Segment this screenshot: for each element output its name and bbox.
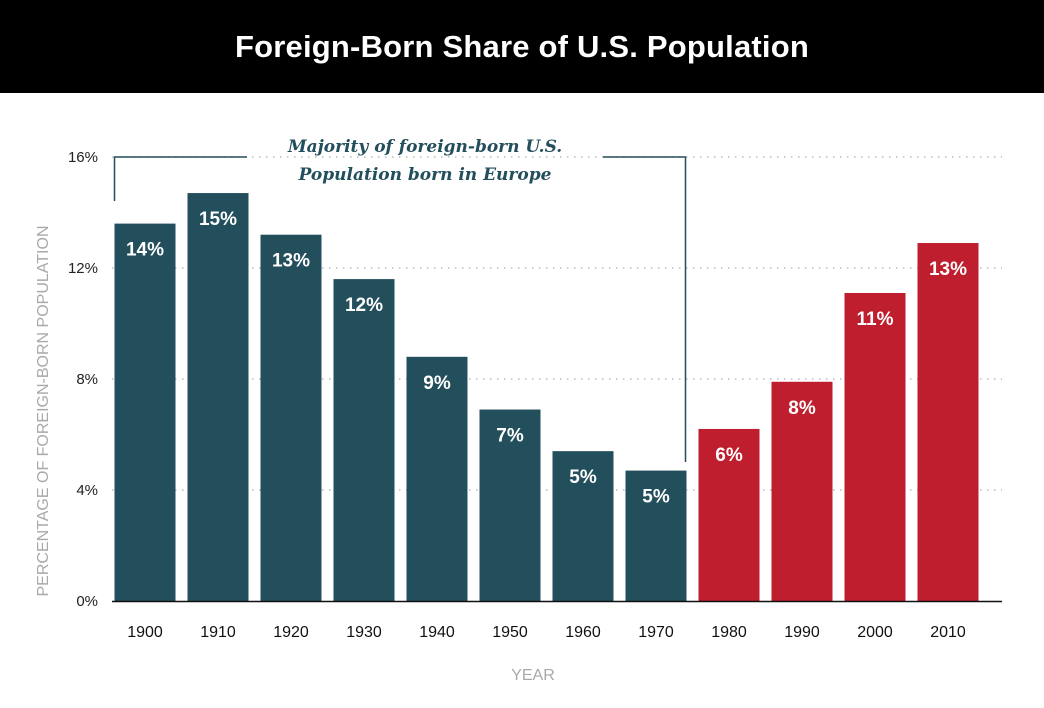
chart-title-banner: Foreign-Born Share of U.S. Population [0, 0, 1044, 93]
bar-1970 [625, 470, 687, 601]
annotation-text: Population born in Europe [298, 165, 552, 185]
chart-title: Foreign-Born Share of U.S. Population [234, 28, 809, 64]
x-tick-label: 1940 [419, 624, 455, 641]
bar-value-label: 6% [715, 445, 743, 466]
x-tick-label: 1920 [273, 624, 309, 641]
bar-1930 [333, 279, 395, 601]
bar-value-label: 13% [929, 259, 967, 280]
bar-value-label: 13% [272, 251, 310, 272]
bar-1910 [187, 193, 249, 601]
y-tick-label: 0% [76, 593, 98, 610]
annotation-bracket-left [113, 156, 247, 201]
bar-value-label: 12% [345, 295, 383, 316]
y-tick-label: 8% [76, 371, 98, 388]
x-tick-label: 1910 [200, 624, 236, 641]
bar-value-label: 5% [569, 467, 597, 488]
x-tick-label: 2010 [930, 624, 966, 641]
bar-1900 [114, 223, 176, 601]
bar-value-label: 9% [423, 373, 451, 394]
bar-2010 [917, 243, 979, 601]
y-tick-label: 12% [68, 260, 98, 277]
bar-2000 [844, 292, 906, 601]
bar-1950 [479, 409, 541, 601]
annotation-text: Majority of foreign-born U.S. [287, 137, 562, 157]
x-tick-label: 2000 [857, 624, 893, 641]
bar-value-label: 7% [496, 426, 524, 447]
bar-value-label: 14% [126, 240, 164, 261]
bar-value-label: 5% [642, 487, 670, 508]
bar-1960 [552, 451, 614, 601]
bar-1980 [698, 428, 760, 601]
y-axis-title: PERCENTAGE OF FOREIGN-BORN POPULATION [35, 226, 52, 597]
bar-1920 [260, 234, 322, 601]
bar-1990 [771, 381, 833, 601]
x-tick-label: 1990 [784, 624, 820, 641]
y-tick-label: 4% [76, 482, 98, 499]
bar-value-label: 11% [857, 309, 894, 330]
bar-value-label: 8% [788, 398, 816, 419]
x-tick-label: 1930 [346, 624, 382, 641]
bar-value-label: 15% [199, 209, 237, 230]
x-tick-label: 1950 [492, 624, 528, 641]
x-tick-label: 1960 [565, 624, 601, 641]
y-tick-label: 16% [68, 149, 98, 166]
bar-1940 [406, 356, 468, 601]
x-axis-title: YEAR [511, 667, 555, 684]
x-tick-label: 1900 [127, 624, 163, 641]
x-tick-label: 1980 [711, 624, 747, 641]
annotation-bracket-right [603, 156, 687, 462]
x-tick-label: 1970 [638, 624, 674, 641]
